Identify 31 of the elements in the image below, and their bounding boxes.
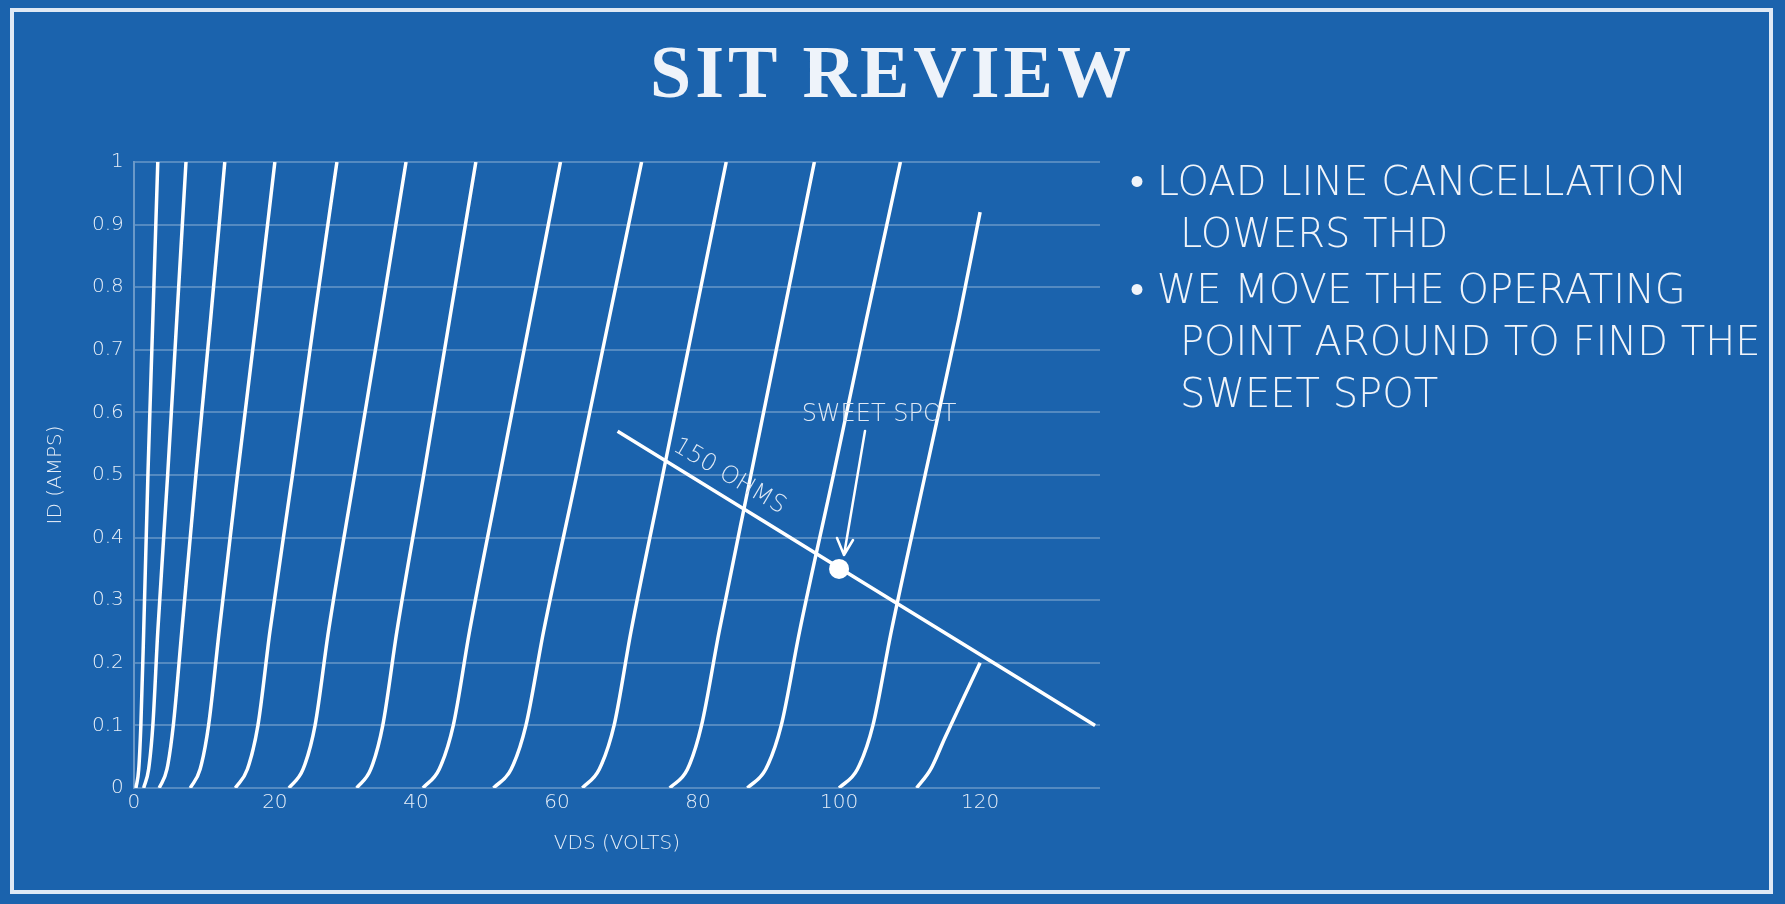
- line-series: [491, 162, 644, 788]
- x-tick-label: 40: [403, 789, 429, 814]
- text: • LOAD LINE CANCELLATION LOWERS THD: [1130, 157, 1689, 258]
- chart-title: SIT REVIEW: [649, 30, 1136, 115]
- x-axis-title: VDS (VOLTS): [553, 830, 680, 855]
- y-tick-label: 0.2: [91, 649, 124, 673]
- y-tick-label: 0.7: [91, 336, 124, 360]
- y-tick-label: 1: [111, 148, 124, 173]
- text: • WE MOVE THE OPERATING POINT AROUND TO FIND THE SWEET SPOT: [1130, 265, 1762, 418]
- y-tick-label: 0.6: [91, 398, 124, 423]
- x-tick-label: 100: [819, 789, 859, 814]
- x-tick-label: 20: [262, 789, 288, 814]
- line-series: [141, 162, 188, 788]
- y-axis-title: ID (AMPS): [42, 425, 67, 525]
- y-tick-label: 0.8: [91, 273, 124, 298]
- line-series: [421, 162, 563, 788]
- line-series: [157, 162, 227, 788]
- x-tick-label: 0: [127, 789, 141, 814]
- x-tick-label: 60: [544, 789, 570, 814]
- line-series: [188, 162, 277, 788]
- y-tick-label: 0.3: [91, 586, 124, 611]
- y-tick-label: 0.9: [91, 210, 124, 235]
- line-series: [233, 162, 339, 788]
- line-series: [287, 162, 408, 788]
- x-tick-label: 80: [685, 789, 711, 814]
- y-tick-label: 0.4: [91, 523, 124, 548]
- line-series: [354, 162, 478, 788]
- x-tick-label: 120: [961, 789, 1000, 814]
- y-tick-label: 0.5: [91, 461, 124, 486]
- y-tick-label: 0.1: [91, 711, 124, 736]
- line-series: [914, 661, 982, 788]
